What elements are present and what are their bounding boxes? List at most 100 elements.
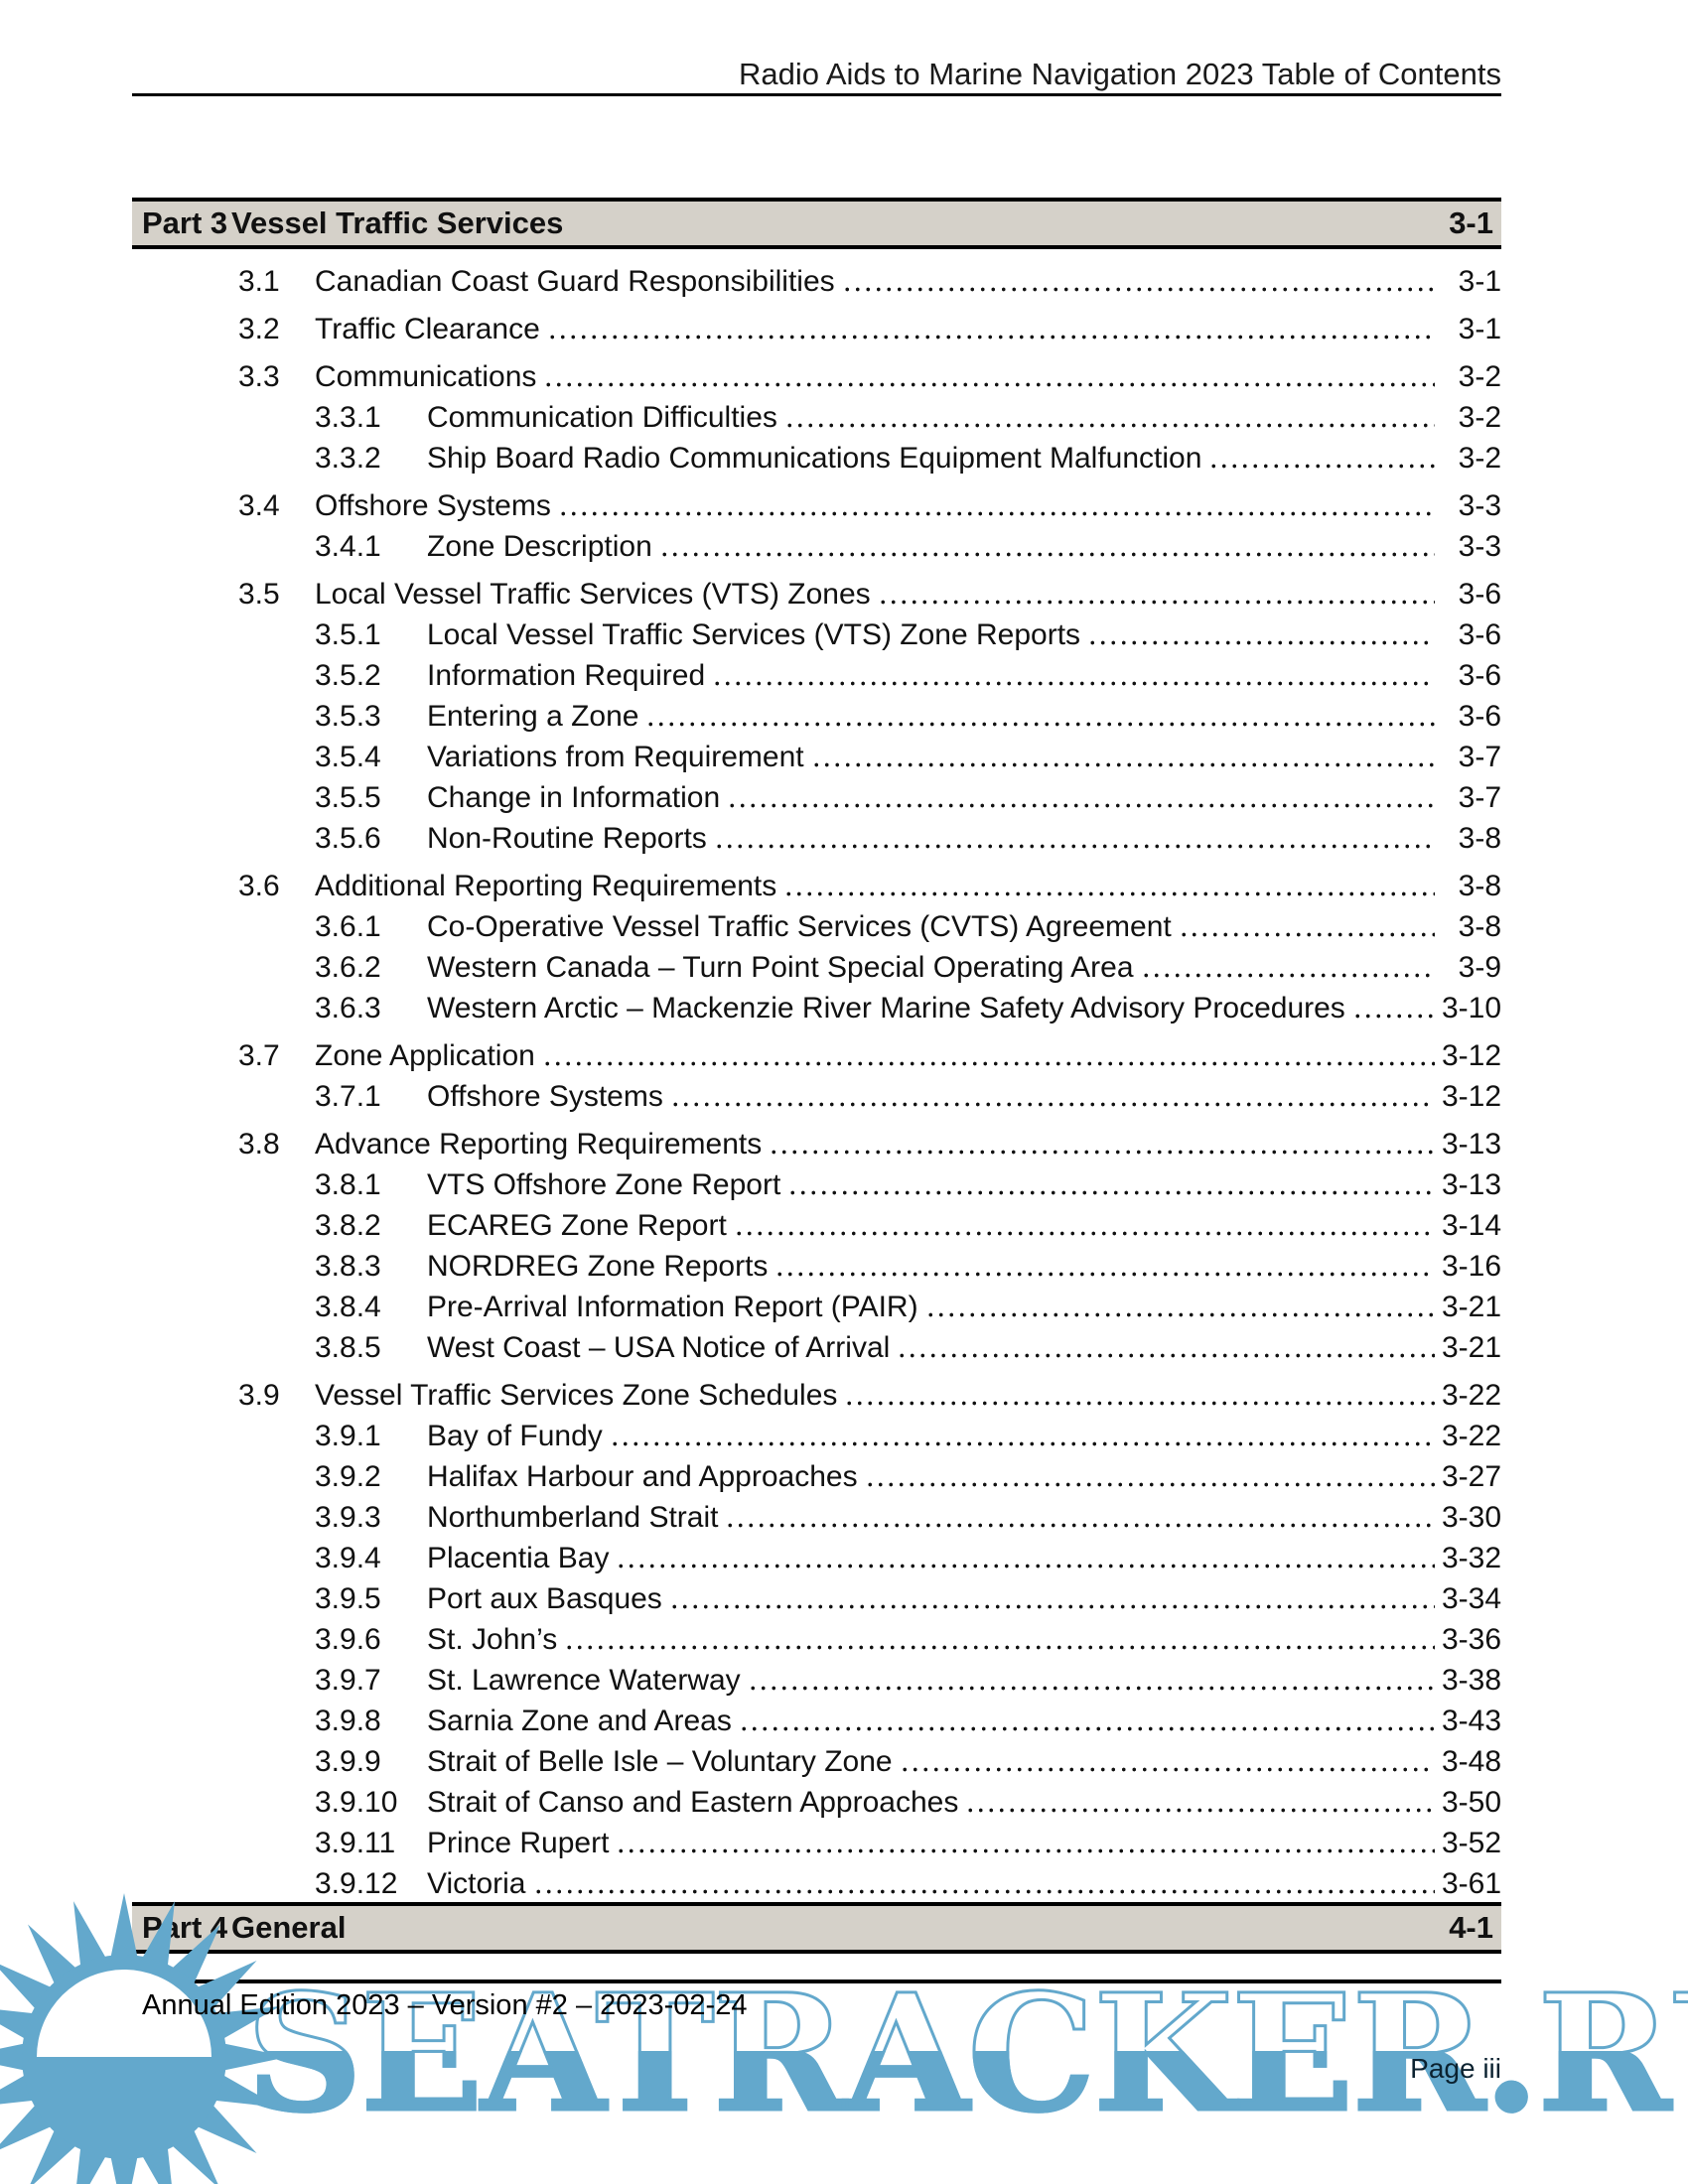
toc-entry-number: 3.9.1 bbox=[315, 1420, 381, 1452]
toc-entry-number: 3.3.2 bbox=[315, 442, 381, 475]
toc-entry-number: 3.8.5 bbox=[315, 1331, 381, 1364]
toc-entry-number: 3.9.12 bbox=[315, 1867, 398, 1900]
toc-entry[interactable]: 3.6.1 Co-Operative Vessel Traffic Servic… bbox=[132, 906, 1501, 947]
toc-entry[interactable]: 3.9.1 Bay of Fundy 3-22 bbox=[132, 1416, 1501, 1456]
toc-entry[interactable]: 3.3.2 Ship Board Radio Communications Eq… bbox=[132, 438, 1501, 478]
toc-entry[interactable]: 3.3.1 Communication Difficulties 3-2 bbox=[132, 397, 1501, 438]
toc-entry[interactable]: 3.8.1 VTS Offshore Zone Report 3-13 bbox=[132, 1164, 1501, 1205]
toc-entry-title: Offshore Systems bbox=[315, 489, 551, 522]
toc-entry[interactable]: 3.5.6 Non-Routine Reports 3-8 bbox=[132, 818, 1501, 859]
toc-entry-number: 3.9.6 bbox=[315, 1623, 381, 1656]
toc-entry[interactable]: 3.8 Advance Reporting Requirements 3-13 bbox=[132, 1124, 1501, 1164]
toc-entry[interactable]: 3.9.5 Port aux Basques 3-34 bbox=[132, 1578, 1501, 1619]
toc-entry-page: 3-13 bbox=[1441, 1168, 1501, 1201]
toc-entry-number: 3.9.4 bbox=[315, 1542, 381, 1574]
toc-entry[interactable]: 3.5.2 Information Required 3-6 bbox=[132, 655, 1501, 696]
toc-entry[interactable]: 3.4 Offshore Systems 3-3 bbox=[132, 485, 1501, 526]
toc-entry[interactable]: 3.2 Traffic Clearance 3-1 bbox=[132, 309, 1501, 349]
toc-entry-page: 3-22 bbox=[1441, 1379, 1501, 1412]
toc-entry-title: Strait of Canso and Eastern Approaches bbox=[427, 1786, 959, 1819]
toc-entry[interactable]: 3.7.1 Offshore Systems 3-12 bbox=[132, 1076, 1501, 1117]
toc-entry-title: Placentia Bay bbox=[427, 1542, 610, 1574]
toc-entry-page: 3-12 bbox=[1441, 1039, 1501, 1072]
toc-entry-number: 3.8 bbox=[238, 1128, 280, 1160]
part-label: Part 4 bbox=[142, 1910, 228, 1945]
toc-entry[interactable]: 3.6.2 Western Canada – Turn Point Specia… bbox=[132, 947, 1501, 988]
toc-entry[interactable]: 3.1 Canadian Coast Guard Responsibilitie… bbox=[132, 261, 1501, 302]
toc-entry[interactable]: 3.5.1 Local Vessel Traffic Services (VTS… bbox=[132, 614, 1501, 655]
toc-entry-page: 3-61 bbox=[1441, 1867, 1501, 1900]
toc-entry-page: 3-12 bbox=[1441, 1080, 1501, 1113]
toc-entry-number: 3.9.11 bbox=[315, 1827, 396, 1859]
toc-entry-page: 3-36 bbox=[1441, 1623, 1501, 1656]
toc-entry-number: 3.9.2 bbox=[315, 1460, 381, 1493]
toc-entry[interactable]: 3.5.3 Entering a Zone 3-6 bbox=[132, 696, 1501, 737]
toc-entry-number: 3.7 bbox=[238, 1039, 280, 1072]
toc-entry-page: 3-1 bbox=[1458, 313, 1501, 345]
toc-entry-title: Entering a Zone bbox=[427, 700, 639, 733]
toc-entry[interactable]: 3.9.11 Prince Rupert 3-52 bbox=[132, 1823, 1501, 1863]
toc-entry[interactable]: 3.9.7 St. Lawrence Waterway 3-38 bbox=[132, 1660, 1501, 1701]
dot-leader bbox=[616, 1563, 1435, 1570]
toc-entry[interactable]: 3.5 Local Vessel Traffic Services (VTS) … bbox=[132, 574, 1501, 614]
dot-leader bbox=[658, 551, 1435, 558]
toc-entry[interactable]: 3.8.4 Pre-Arrival Information Report (PA… bbox=[132, 1287, 1501, 1327]
toc-entry-page: 3-50 bbox=[1441, 1786, 1501, 1819]
toc-entry-page: 3-27 bbox=[1441, 1460, 1501, 1493]
toc-entry[interactable]: 3.4.1 Zone Description 3-3 bbox=[132, 526, 1501, 567]
toc-entry-page: 3-48 bbox=[1441, 1745, 1501, 1778]
dot-leader bbox=[1178, 931, 1435, 938]
toc-entry[interactable]: 3.5.4 Variations from Requirement 3-7 bbox=[132, 737, 1501, 777]
part-heading-row[interactable]: Part 4 General 4-1 bbox=[132, 1902, 1501, 1954]
toc-entry[interactable]: 3.9.10 Strait of Canso and Eastern Appro… bbox=[132, 1782, 1501, 1823]
dot-leader bbox=[669, 1101, 1435, 1108]
toc-entry-page: 3-30 bbox=[1441, 1501, 1501, 1534]
toc-entry-number: 3.4.1 bbox=[315, 530, 381, 563]
toc-entry-number: 3.9 bbox=[238, 1379, 280, 1412]
toc-entry-page: 3-3 bbox=[1458, 489, 1501, 522]
toc-entry[interactable]: 3.5.5 Change in Information 3-7 bbox=[132, 777, 1501, 818]
toc-entry[interactable]: 3.8.2 ECAREG Zone Report 3-14 bbox=[132, 1205, 1501, 1246]
toc-entry-number: 3.5.2 bbox=[315, 659, 381, 692]
toc-entry[interactable]: 3.8.5 West Coast – USA Notice of Arrival… bbox=[132, 1327, 1501, 1368]
toc-entry-page: 3-7 bbox=[1458, 781, 1501, 814]
toc-entry-number: 3.8.4 bbox=[315, 1291, 381, 1323]
toc-entry[interactable]: 3.9.9 Strait of Belle Isle – Voluntary Z… bbox=[132, 1741, 1501, 1782]
toc-entry-number: 3.5.5 bbox=[315, 781, 381, 814]
table-of-contents: 3.1 Canadian Coast Guard Responsibilitie… bbox=[132, 254, 1501, 1904]
toc-entry-number: 3.6.2 bbox=[315, 951, 381, 984]
toc-entry[interactable]: 3.6.3 Western Arctic – Mackenzie River M… bbox=[132, 988, 1501, 1028]
dot-leader bbox=[774, 1271, 1435, 1278]
toc-entry[interactable]: 3.9 Vessel Traffic Services Zone Schedul… bbox=[132, 1375, 1501, 1416]
dot-leader bbox=[864, 1481, 1435, 1488]
toc-entry-page: 3-7 bbox=[1458, 741, 1501, 773]
toc-entry[interactable]: 3.6 Additional Reporting Requirements 3-… bbox=[132, 866, 1501, 906]
dot-leader bbox=[1208, 463, 1435, 470]
toc-entry[interactable]: 3.3 Communications 3-2 bbox=[132, 356, 1501, 397]
toc-entry-title: ECAREG Zone Report bbox=[427, 1209, 727, 1242]
footer-rule bbox=[132, 1979, 1501, 1983]
part-heading-row[interactable]: Part 3 Vessel Traffic Services 3-1 bbox=[132, 198, 1501, 249]
toc-entry-title: Local Vessel Traffic Services (VTS) Zone… bbox=[427, 618, 1081, 651]
toc-entry-number: 3.8.1 bbox=[315, 1168, 381, 1201]
toc-entry[interactable]: 3.7 Zone Application 3-12 bbox=[132, 1035, 1501, 1076]
toc-entry[interactable]: 3.9.12 Victoria 3-61 bbox=[132, 1863, 1501, 1904]
toc-entry-page: 3-43 bbox=[1441, 1705, 1501, 1737]
dot-leader bbox=[713, 843, 1435, 850]
dot-leader bbox=[645, 721, 1435, 728]
toc-entry-title: Strait of Belle Isle – Voluntary Zone bbox=[427, 1745, 893, 1778]
toc-entry[interactable]: 3.8.3 NORDREG Zone Reports 3-16 bbox=[132, 1246, 1501, 1287]
dot-leader bbox=[727, 802, 1435, 809]
toc-entry[interactable]: 3.9.6 St. John’s 3-36 bbox=[132, 1619, 1501, 1660]
toc-entry-title: Information Required bbox=[427, 659, 706, 692]
toc-entry[interactable]: 3.9.4 Placentia Bay 3-32 bbox=[132, 1538, 1501, 1578]
toc-entry-title: Co-Operative Vessel Traffic Services (CV… bbox=[427, 910, 1172, 943]
toc-entry-page: 3-38 bbox=[1441, 1664, 1501, 1697]
page-number-label: Page iii bbox=[1410, 2053, 1501, 2084]
toc-entry[interactable]: 3.9.3 Northumberland Strait 3-30 bbox=[132, 1497, 1501, 1538]
toc-entry-page: 3-52 bbox=[1441, 1827, 1501, 1859]
toc-entry[interactable]: 3.9.2 Halifax Harbour and Approaches 3-2… bbox=[132, 1456, 1501, 1497]
toc-entry-number: 3.6.3 bbox=[315, 992, 381, 1024]
part-page-number: 4-1 bbox=[1449, 1910, 1493, 1945]
toc-entry[interactable]: 3.9.8 Sarnia Zone and Areas 3-43 bbox=[132, 1701, 1501, 1741]
